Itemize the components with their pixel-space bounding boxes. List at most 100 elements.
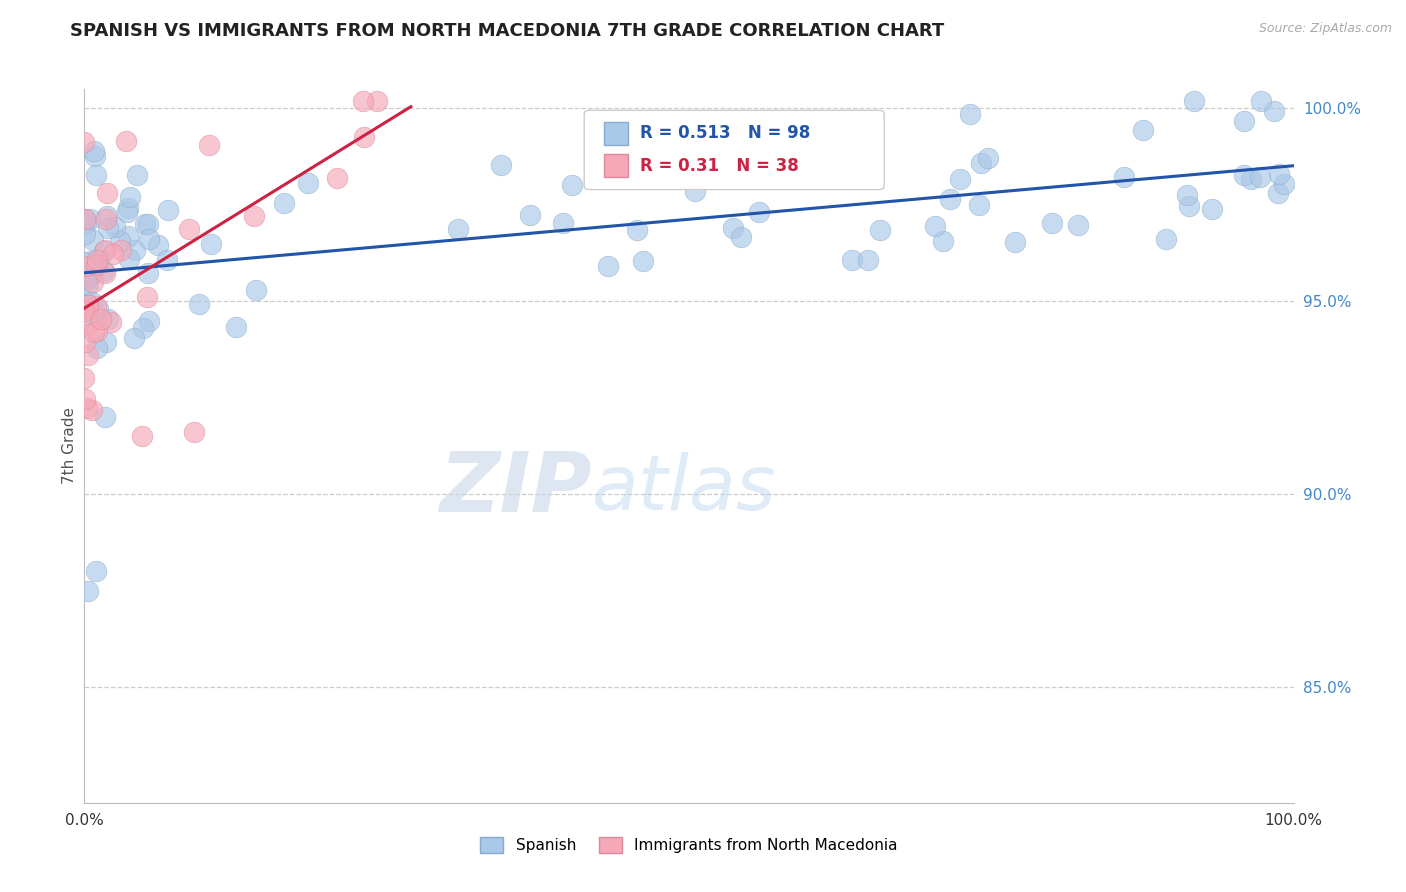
Point (551, 216, 574, 230)
Point (136, 217, 159, 231)
Point (970, 156, 993, 170)
Point (94, 244, 117, 258)
Point (75, 227, 97, 241)
Point (683, 184, 706, 198)
Point (73, 136, 96, 150)
Point (73, 254, 96, 268)
Point (179, 221, 201, 235)
Point (136, 290, 159, 304)
Point (1268, 167, 1291, 181)
Point (117, 202, 139, 216)
Point (225, 320, 247, 334)
Point (1112, 169, 1135, 184)
Point (242, 209, 264, 223)
Point (104, 219, 127, 234)
Point (75, 216, 97, 230)
Point (932, 234, 955, 248)
Point (101, 247, 124, 261)
Point (723, 221, 745, 235)
Point (1132, 123, 1154, 137)
Point (138, 314, 160, 328)
Point (100, 315, 122, 329)
Point (76, 272, 98, 286)
Point (73, 304, 96, 318)
Point (86, 341, 108, 355)
Point (90, 311, 112, 326)
Point (959, 107, 981, 121)
Point (93, 264, 115, 278)
Point (73, 392, 96, 406)
Text: SPANISH VS IMMIGRANTS FROM NORTH MACEDONIA 7TH GRADE CORRELATION CHART: SPANISH VS IMMIGRANTS FROM NORTH MACEDON… (70, 22, 945, 40)
Point (96, 186, 118, 200)
Point (86, 324, 108, 338)
Point (1272, 177, 1295, 191)
Point (110, 243, 132, 257)
Point (273, 196, 295, 211)
Point (596, 259, 619, 273)
Point (156, 253, 179, 268)
Text: atlas: atlas (592, 452, 776, 525)
Point (84, 149, 107, 163)
Point (124, 244, 146, 258)
Point (97, 312, 120, 326)
Text: R = 0.513   N = 98: R = 0.513 N = 98 (640, 124, 810, 143)
Point (94, 410, 117, 425)
Point (977, 151, 1000, 165)
Point (134, 217, 156, 231)
Point (949, 171, 972, 186)
Point (1233, 113, 1256, 128)
Point (132, 321, 155, 335)
Point (353, 130, 375, 145)
Point (84, 565, 107, 579)
Point (73, 371, 96, 385)
Text: ZIP: ZIP (440, 449, 592, 529)
Point (924, 219, 946, 233)
Point (148, 238, 170, 252)
Point (846, 159, 869, 173)
Legend: Spanish, Immigrants from North Macedonia: Spanish, Immigrants from North Macedonia (474, 831, 904, 859)
Point (77, 583, 100, 598)
Point (297, 176, 319, 190)
Point (79, 211, 101, 226)
Point (183, 425, 205, 440)
Point (86, 253, 108, 268)
Point (118, 252, 141, 267)
Y-axis label: 7th Grade: 7th Grade (62, 408, 77, 484)
Point (1154, 232, 1177, 246)
Point (730, 230, 752, 244)
Point (115, 134, 138, 148)
Point (200, 237, 222, 252)
Point (1263, 104, 1285, 119)
Point (869, 223, 891, 237)
Point (631, 253, 654, 268)
Point (75, 293, 97, 308)
Point (1249, 170, 1271, 185)
Point (967, 198, 990, 212)
Point (77, 348, 100, 362)
Point (84, 169, 107, 183)
Point (1267, 186, 1289, 200)
Point (1182, 94, 1205, 108)
Point (122, 331, 145, 345)
Point (939, 193, 962, 207)
Point (1040, 216, 1063, 230)
Point (1201, 202, 1223, 216)
Point (75, 335, 97, 350)
Point (87, 253, 110, 268)
Point (326, 170, 349, 185)
Point (127, 168, 149, 182)
Point (136, 267, 159, 281)
Point (841, 253, 863, 268)
Text: R = 0.31   N = 38: R = 0.31 N = 38 (640, 157, 799, 175)
Point (118, 190, 141, 204)
Point (82, 275, 104, 289)
Point (80, 268, 103, 282)
Point (1175, 188, 1198, 202)
Point (76, 308, 98, 322)
Point (187, 297, 209, 311)
Point (83, 325, 105, 339)
Point (1178, 199, 1201, 213)
Point (83, 144, 105, 158)
Point (491, 158, 513, 172)
Point (1239, 172, 1261, 186)
